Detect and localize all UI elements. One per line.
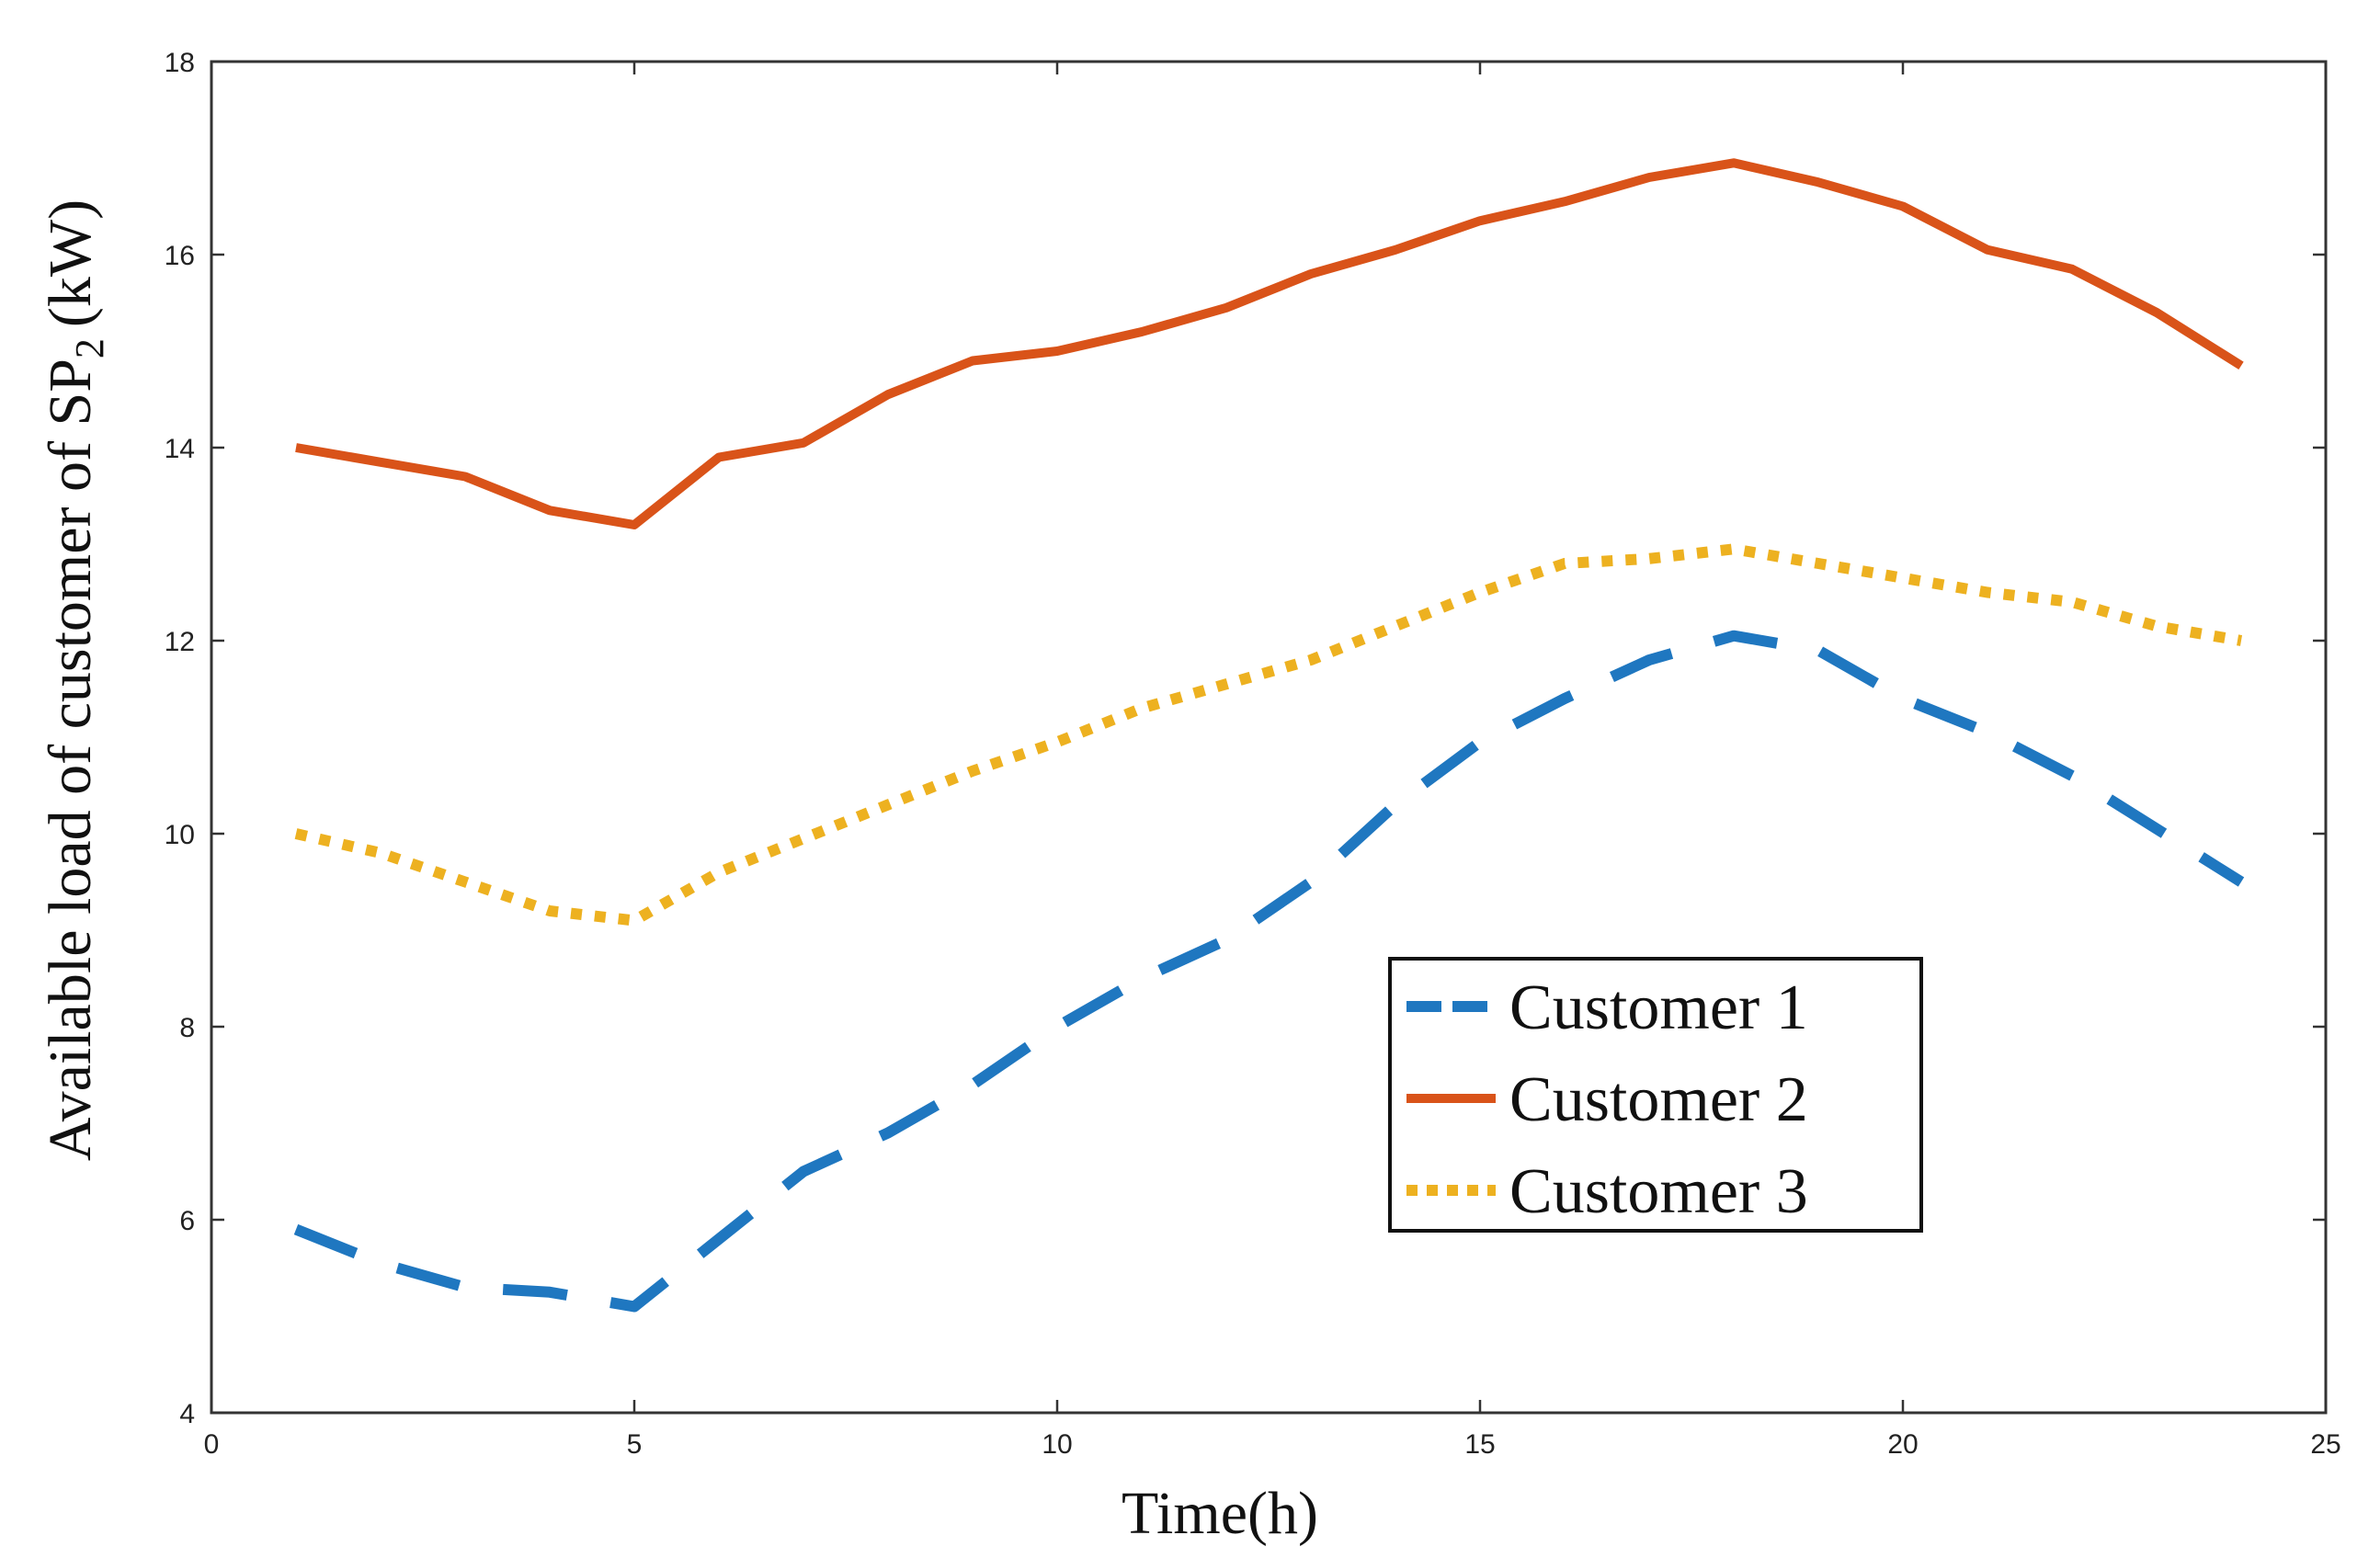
y-axis-label-subscript: 2 <box>67 338 112 358</box>
axes: 0 5 10 15 20 25 4 6 8 10 12 14 16 18 <box>165 48 2341 1460</box>
x-tick-label-0: 0 <box>204 1429 220 1460</box>
legend-label-customer-3: Customer 3 <box>1509 1156 1808 1227</box>
x-tick-label-5: 5 <box>627 1429 643 1460</box>
legend-label-customer-2: Customer 2 <box>1509 1064 1808 1135</box>
y-tick-label-14: 14 <box>165 434 195 464</box>
legend-label-customer-1: Customer 1 <box>1509 972 1808 1043</box>
axis-labels: Time(h) Available load of customer of SP… <box>37 199 1318 1547</box>
x-tick-label-10: 10 <box>1042 1429 1072 1460</box>
x-tick-label-20: 20 <box>1887 1429 1918 1460</box>
y-tick-label-8: 8 <box>179 1013 195 1043</box>
x-tick-label-25: 25 <box>2310 1429 2340 1460</box>
y-axis-label-unit: (kW) <box>37 199 104 327</box>
y-tick-label-4: 4 <box>179 1399 195 1429</box>
legend: Customer 1 Customer 2 Customer 3 <box>1388 957 1923 1233</box>
y-tick-label-10: 10 <box>165 820 195 850</box>
y-tick-label-16: 16 <box>165 241 195 271</box>
series-line-customer-2 <box>295 158 2244 529</box>
y-tick-label-12: 12 <box>165 627 195 657</box>
y-axis-label: Available load of customer of SP2 (kW) <box>37 199 112 1161</box>
plot-frame <box>210 60 2328 1415</box>
y-tick-label-6: 6 <box>179 1206 195 1236</box>
x-tick-label-15: 15 <box>1464 1429 1495 1460</box>
y-axis-label-main: Available load of customer of SP <box>37 358 104 1161</box>
x-axis-label: Time(h) <box>1122 1480 1318 1547</box>
series-line-customer-1 <box>293 630 2245 1313</box>
y-tick-label-18: 18 <box>165 48 195 78</box>
series-layer <box>293 158 2245 1313</box>
series-line-customer-3 <box>294 543 2243 927</box>
